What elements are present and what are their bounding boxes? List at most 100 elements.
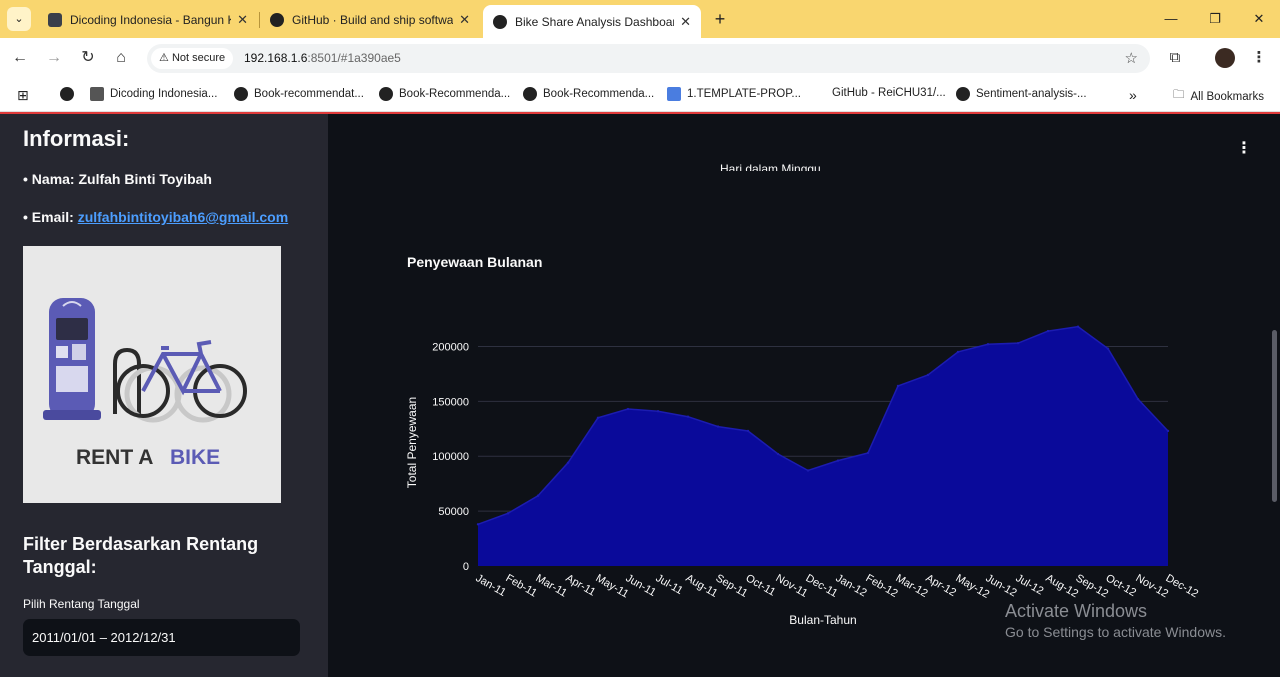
x-tick-label: Jul-11 bbox=[654, 572, 685, 597]
bookmark-item[interactable]: Dicoding Indonesia... bbox=[90, 87, 217, 101]
x-axis-title: Bulan-Tahun bbox=[789, 613, 856, 627]
x-tick-label: Nov-12 bbox=[1134, 572, 1171, 600]
tab-github[interactable]: GitHub · Build and ship softwa ✕ bbox=[260, 5, 480, 34]
data-point bbox=[866, 451, 870, 455]
close-window-icon[interactable]: ✕ bbox=[1253, 11, 1265, 26]
scrollbar-thumb[interactable] bbox=[1272, 330, 1277, 502]
data-point bbox=[806, 469, 810, 472]
chart-heading: Penyewaan Bulanan bbox=[407, 254, 543, 270]
folder-icon: 🗀 bbox=[1173, 89, 1185, 101]
date-range-label: Pilih Rentang Tanggal bbox=[23, 597, 140, 611]
github-icon bbox=[234, 87, 248, 101]
close-tab-icon[interactable]: ✕ bbox=[237, 11, 248, 27]
profile-avatar[interactable] bbox=[1215, 48, 1235, 68]
x-tick-label: Apr-11 bbox=[564, 572, 598, 598]
monthly-rentals-chart: 050000100000150000200000Jan-11Feb-11Mar-… bbox=[405, 325, 1201, 627]
x-tick-label: Jun-12 bbox=[984, 572, 1019, 599]
tab-dicoding[interactable]: Dicoding Indonesia - Bangun K ✕ bbox=[38, 5, 258, 34]
main-menu-icon[interactable]: ⋮ bbox=[1236, 140, 1252, 157]
data-point bbox=[626, 407, 630, 411]
browser-tab-bar: ⌄ Dicoding Indonesia - Bangun K ✕ GitHub… bbox=[0, 0, 1280, 38]
home-icon[interactable]: ⌂ bbox=[116, 49, 126, 66]
data-point bbox=[686, 415, 690, 418]
tab-title: GitHub · Build and ship softwa bbox=[292, 12, 454, 27]
security-chip[interactable]: ⚠ Not secure bbox=[151, 48, 234, 69]
tab-title: Bike Share Analysis Dashboard bbox=[515, 14, 675, 29]
x-tick-label: Jun-11 bbox=[624, 572, 658, 599]
data-point bbox=[1076, 325, 1080, 328]
bookmark-item[interactable]: Book-Recommenda... bbox=[379, 87, 510, 101]
bookmark-label: Book-recommendat... bbox=[254, 88, 364, 100]
bookmark-item[interactable]: Sentiment-analysis-... bbox=[956, 87, 1087, 101]
bike-text: BIKE bbox=[170, 446, 220, 469]
github-icon bbox=[956, 87, 970, 101]
data-point bbox=[716, 425, 720, 428]
previous-chart-axis-label: Hari dalam Minggu bbox=[720, 162, 821, 171]
data-point bbox=[776, 452, 780, 456]
tab-separator bbox=[259, 12, 260, 28]
x-tick-label: Aug-12 bbox=[1044, 572, 1081, 600]
bookmark-star-icon[interactable]: ☆ bbox=[1124, 50, 1138, 67]
bookmark-item[interactable]: Book-Recommenda... bbox=[523, 87, 654, 101]
bookmarks-bar: ⊞ Dicoding Indonesia... Book-recommendat… bbox=[0, 78, 1280, 112]
x-tick-label: Jan-11 bbox=[474, 572, 508, 599]
browser-toolbar: ← → ↻ ⌂ ⚠ Not secure 192.168.1.6:8501/#1… bbox=[0, 38, 1280, 78]
new-tab-button[interactable]: + bbox=[714, 9, 726, 29]
data-point bbox=[926, 373, 930, 377]
apps-grid-icon[interactable]: ⊞ bbox=[17, 87, 29, 103]
streamlit-favicon-icon bbox=[493, 14, 507, 29]
y-axis-title: Total Penyewaan bbox=[405, 397, 419, 488]
url-host: 192.168.1.6 bbox=[244, 51, 308, 65]
url-text[interactable]: 192.168.1.6:8501/#1a390ae5 bbox=[244, 51, 401, 65]
bookmark-item[interactable]: Book-recommendat... bbox=[234, 87, 364, 101]
bookmark-item[interactable]: GitHub - ReiCHU31/... bbox=[832, 87, 946, 99]
main-content: ⋮ Hari dalam Minggu Penyewaan Bulanan 0 5… bbox=[328, 114, 1280, 677]
github-favicon-icon bbox=[270, 12, 284, 27]
tab-bike-dashboard[interactable]: Bike Share Analysis Dashboard ✕ bbox=[483, 5, 701, 38]
globe-bookmark-icon[interactable] bbox=[60, 87, 80, 101]
data-point bbox=[566, 461, 570, 465]
sidebar-heading: Informasi: bbox=[23, 126, 130, 151]
security-label: Not secure bbox=[171, 52, 226, 64]
x-tick-label: Oct-12 bbox=[1104, 572, 1139, 599]
filter-heading: Filter Berdasarkan Rentang Tanggal: bbox=[23, 534, 258, 578]
all-bookmarks-button[interactable]: 🗀 All Bookmarks bbox=[1173, 87, 1264, 106]
data-point bbox=[1046, 329, 1050, 333]
x-tick-label: Nov-11 bbox=[774, 572, 810, 600]
sidebar: Informasi: • Nama: Zulfah Binti Toyibah … bbox=[0, 114, 328, 677]
forward-arrow-icon[interactable]: → bbox=[46, 49, 62, 66]
tab-search-button[interactable]: ⌄ bbox=[7, 7, 31, 31]
rent-a-bike-image: RENT A BIKE bbox=[23, 246, 281, 503]
date-range-input[interactable]: 2011/01/01 – 2012/12/31 bbox=[23, 619, 300, 656]
data-point bbox=[1016, 341, 1020, 345]
bookmark-item[interactable]: 1.TEMPLATE-PROP... bbox=[667, 87, 801, 101]
close-tab-icon[interactable]: ✕ bbox=[459, 11, 470, 27]
x-tick-label: Dec-12 bbox=[1164, 572, 1201, 600]
x-tick-label: May-12 bbox=[954, 572, 992, 601]
data-point bbox=[986, 343, 990, 346]
x-tick-label: Feb-11 bbox=[504, 572, 539, 599]
bookmark-label: Sentiment-analysis-... bbox=[976, 88, 1087, 100]
data-point bbox=[956, 350, 960, 354]
reload-icon[interactable]: ↻ bbox=[81, 49, 95, 66]
data-point bbox=[1136, 397, 1140, 401]
x-tick-label: Feb-12 bbox=[864, 572, 900, 600]
area-line bbox=[477, 325, 1169, 525]
email-link[interactable]: zulfahbintitoyibah6@gmail.com bbox=[77, 209, 289, 225]
close-tab-icon[interactable]: ✕ bbox=[680, 13, 691, 29]
browser-menu-icon[interactable]: ⋮ bbox=[1251, 49, 1267, 66]
more-bookmarks-icon[interactable]: » bbox=[1129, 87, 1137, 103]
watermark-line-2: Go to Settings to activate Windows. bbox=[1005, 624, 1226, 640]
back-arrow-icon[interactable]: ← bbox=[12, 49, 28, 66]
y-tick-label: 100000 bbox=[432, 451, 469, 463]
x-tick-label: Sep-12 bbox=[1074, 572, 1111, 600]
rent-a-text: RENT A bbox=[76, 446, 153, 469]
restore-icon[interactable]: ❐ bbox=[1209, 11, 1221, 26]
y-tick-label: 50000 bbox=[438, 506, 469, 518]
minimize-icon[interactable]: — bbox=[1164, 11, 1178, 26]
data-point bbox=[746, 429, 750, 433]
address-bar[interactable]: ⚠ Not secure 192.168.1.6:8501/#1a390ae5 … bbox=[147, 44, 1150, 73]
github-icon bbox=[379, 87, 393, 101]
x-tick-label: Mar-12 bbox=[894, 572, 930, 600]
extensions-icon[interactable]: ⧉ bbox=[1169, 49, 1181, 66]
